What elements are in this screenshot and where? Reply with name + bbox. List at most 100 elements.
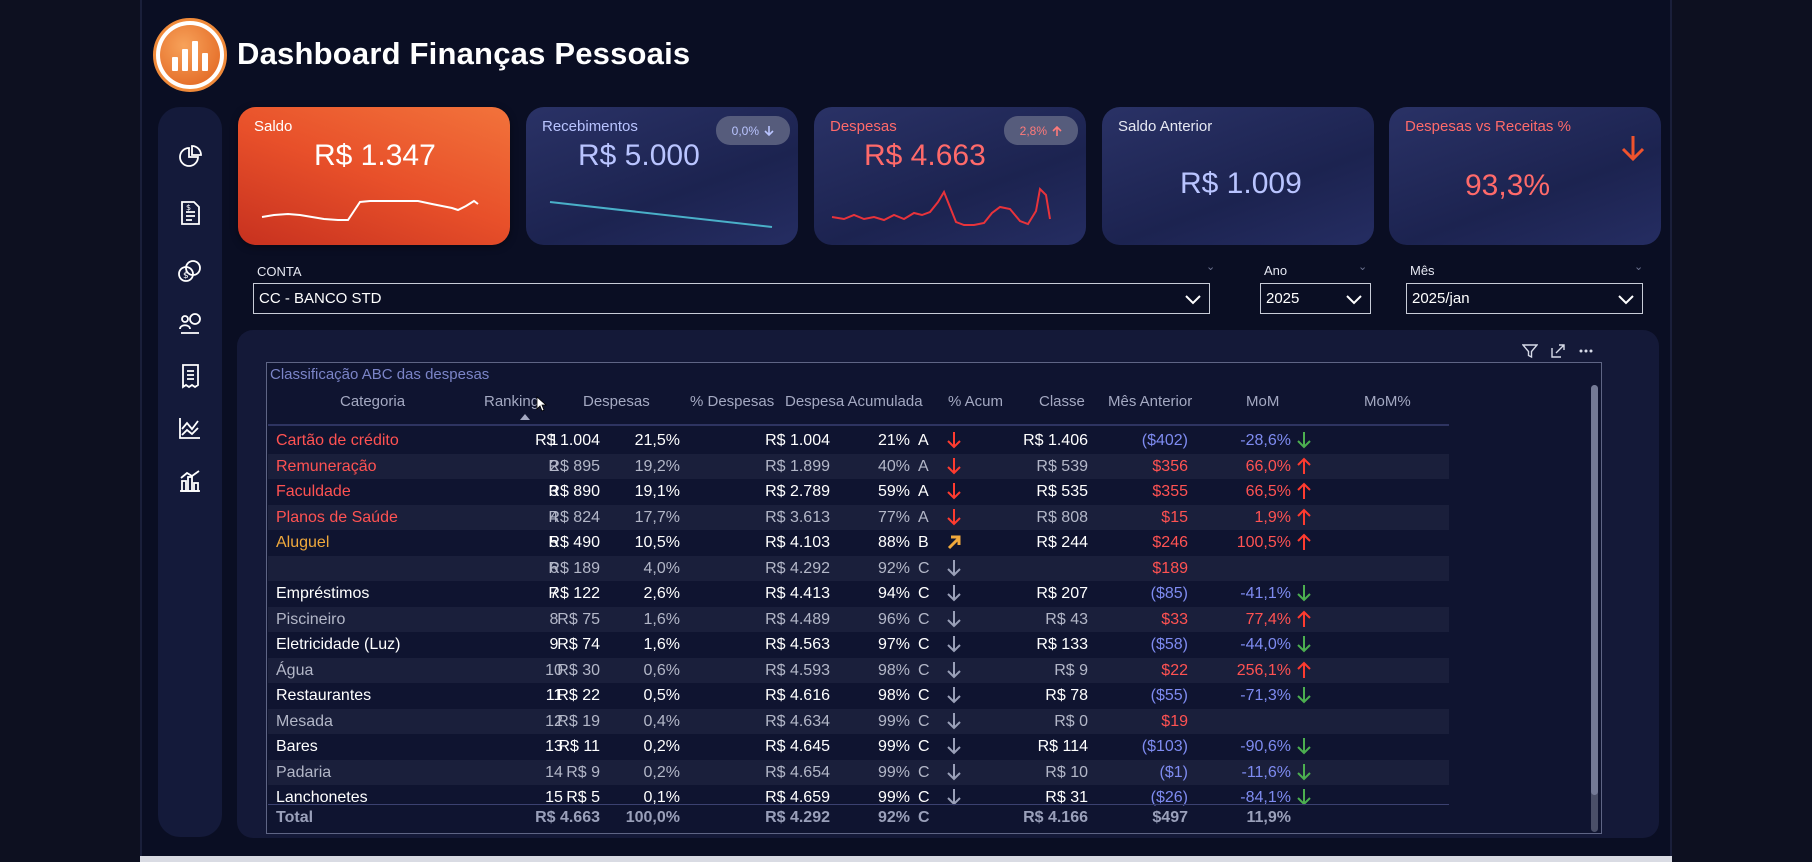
conta-dropdown[interactable]: CC - BANCO STD bbox=[253, 283, 1210, 314]
cell-ranking: 4 bbox=[549, 508, 559, 526]
cell-pct-acum: 99% bbox=[877, 789, 910, 806]
cell-despesas: R$ 22 bbox=[557, 687, 600, 704]
chevron-down-icon[interactable]: ⌄ bbox=[1206, 261, 1216, 273]
mes-dropdown[interactable]: 2025/jan bbox=[1406, 283, 1643, 314]
cell-despesas: R$ 189 bbox=[548, 559, 600, 577]
cell-mes-anterior: R$ 207 bbox=[1036, 585, 1088, 602]
cell-acumulada: R$ 4.654 bbox=[765, 763, 830, 781]
header-pct-acum[interactable]: % Acum bbox=[948, 393, 1004, 410]
table-row[interactable]: 6 R$ 189 4,0% R$ 4.292 92% C $189 bbox=[268, 555, 1449, 581]
people-money-icon[interactable] bbox=[176, 310, 204, 338]
chevron-down-icon[interactable]: ⌄ bbox=[1358, 261, 1368, 273]
pie-chart-icon[interactable] bbox=[176, 143, 204, 171]
focus-mode-icon[interactable] bbox=[1550, 343, 1566, 359]
cell-acumulada: R$ 4.645 bbox=[765, 738, 830, 755]
table-row[interactable]: Água 10 R$ 30 0,6% R$ 4.593 98% C R$ 9 $22 256,1% bbox=[268, 657, 1449, 683]
cell-ranking: 9 bbox=[549, 636, 559, 653]
cell-mom: $33 bbox=[1161, 610, 1188, 628]
cell-acumulada: R$ 4.489 bbox=[765, 610, 830, 628]
cell-mes-anterior: R$ 539 bbox=[1036, 457, 1088, 475]
arrow-down-icon bbox=[947, 610, 961, 627]
scrollbar-thumb[interactable] bbox=[1591, 385, 1598, 795]
arrow-up-icon bbox=[1297, 661, 1311, 678]
table-row[interactable]: Mesada 12 R$ 19 0,4% R$ 4.634 99% C R$ 0 $19 bbox=[268, 708, 1449, 734]
svg-text:$: $ bbox=[183, 271, 189, 281]
cell-pct-despesas: 2,6% bbox=[643, 585, 680, 602]
kpi-label: Recebimentos bbox=[542, 118, 638, 135]
table-row[interactable]: Faculdade 3 R$ 890 19,1% R$ 2.789 59% A R$ 535 $… bbox=[268, 479, 1449, 504]
cell-categoria: Lanchonetes bbox=[276, 789, 368, 806]
arrow-down-icon bbox=[947, 508, 961, 525]
kpi-card-despesas-vs-receitas[interactable]: Despesas vs Receitas % 93,3% bbox=[1389, 107, 1661, 245]
arrow-up-icon bbox=[1052, 125, 1062, 136]
cell-categoria: Faculdade bbox=[276, 483, 351, 500]
cell-pct-acum: 98% bbox=[877, 661, 910, 679]
cell-mom: $356 bbox=[1152, 457, 1188, 475]
kpi-card-saldo-anterior[interactable]: Saldo Anterior R$ 1.009 bbox=[1102, 107, 1374, 245]
cell-despesas: R$ 74 bbox=[557, 636, 600, 653]
invoice-icon[interactable]: $ bbox=[176, 199, 204, 227]
table-row[interactable]: Eletricidade (Luz) 9 R$ 74 1,6% R$ 4.563 97% C… bbox=[268, 632, 1449, 657]
cell-despesas: R$ 895 bbox=[548, 457, 600, 475]
arrow-up-icon bbox=[1297, 508, 1311, 525]
table-row[interactable]: Aluguel 5 R$ 490 10,5% R$ 4.103 88% B R$ 244 $24… bbox=[268, 530, 1449, 555]
header-mom-pct[interactable]: MoM% bbox=[1364, 393, 1411, 410]
cell-pct-acum: 99% bbox=[877, 738, 910, 755]
total-acumulada: R$ 4.292 bbox=[765, 809, 830, 826]
arrow-up-icon bbox=[1297, 482, 1311, 499]
cell-acumulada: R$ 1.899 bbox=[765, 457, 830, 475]
cell-mes-anterior: R$ 114 bbox=[1037, 738, 1088, 755]
receipt-icon[interactable] bbox=[176, 362, 204, 390]
cell-pct-despesas: 19,2% bbox=[634, 457, 680, 475]
filter-icon[interactable] bbox=[1522, 343, 1538, 359]
cell-mes-anterior: R$ 43 bbox=[1045, 610, 1088, 628]
header-pct-despesas[interactable]: % Despesas bbox=[690, 393, 775, 410]
kpi-card-saldo[interactable]: Saldo R$ 1.347 bbox=[238, 107, 510, 245]
cell-ranking: 2 bbox=[549, 457, 559, 475]
cell-acumulada: R$ 4.634 bbox=[765, 712, 830, 730]
more-options-icon[interactable] bbox=[1578, 343, 1594, 359]
table-row[interactable]: Padaria 14 R$ 9 0,2% R$ 4.654 99% C R$ 10 ($1) -1… bbox=[268, 759, 1449, 785]
header-despesas[interactable]: Despesas bbox=[583, 393, 650, 410]
table-row[interactable]: Lanchonetes 15 R$ 5 0,1% R$ 4.659 99% C R$ 31 ($… bbox=[268, 785, 1449, 810]
chart-logo-icon bbox=[160, 25, 220, 85]
header-mes-anterior[interactable]: Mês Anterior bbox=[1108, 393, 1193, 410]
arrow-down-icon bbox=[1297, 432, 1311, 449]
ano-dropdown[interactable]: 2025 bbox=[1260, 283, 1371, 314]
chevron-down-icon[interactable]: ⌄ bbox=[1634, 261, 1644, 273]
header-despesa-acumulada[interactable]: Despesa Acumulada bbox=[785, 393, 923, 410]
total-pct-acum: 92% bbox=[877, 809, 910, 826]
table-row[interactable]: Piscineiro 8 R$ 75 1,6% R$ 4.489 96% C R$ 43 $33… bbox=[268, 606, 1449, 632]
arrow-down-icon bbox=[947, 687, 961, 704]
cell-mom: ($402) bbox=[1141, 432, 1188, 449]
kpi-card-despesas[interactable]: Despesas R$ 4.663 2,8% bbox=[814, 107, 1086, 245]
arrow-down-icon bbox=[947, 432, 961, 449]
table-row[interactable]: Remuneração 2 R$ 895 19,2% R$ 1.899 40% A R$ 53… bbox=[268, 453, 1449, 479]
cell-mom: $22 bbox=[1161, 661, 1188, 679]
cell-classe: C bbox=[918, 636, 930, 653]
coins-icon[interactable]: $ bbox=[176, 257, 204, 285]
header-categoria[interactable]: Categoria bbox=[340, 393, 406, 410]
line-chart-icon[interactable] bbox=[176, 414, 204, 442]
header-mom[interactable]: MoM bbox=[1246, 393, 1280, 410]
cell-classe: B bbox=[918, 534, 929, 551]
cell-acumulada: R$ 4.413 bbox=[765, 585, 830, 602]
side-navigation: $ $ bbox=[158, 107, 222, 837]
cell-despesas: R$ 9 bbox=[566, 763, 600, 781]
cell-pct-despesas: 0,2% bbox=[643, 763, 680, 781]
bar-chart-icon[interactable] bbox=[176, 467, 204, 495]
kpi-value: R$ 1.347 bbox=[314, 139, 436, 172]
cell-acumulada: R$ 4.292 bbox=[765, 559, 830, 577]
table-row[interactable]: Restaurantes 11 R$ 22 0,5% R$ 4.616 98% C R$ 78… bbox=[268, 683, 1449, 708]
table-row[interactable]: Planos de Saúde 4 R$ 824 17,7% R$ 3.613 77% A R… bbox=[268, 504, 1449, 530]
table-row[interactable]: Empréstimos 7 R$ 122 2,6% R$ 4.413 94% C R$ 207… bbox=[268, 581, 1449, 606]
kpi-card-recebimentos[interactable]: Recebimentos R$ 5.000 0,0% bbox=[526, 107, 798, 245]
table-scrollbar[interactable] bbox=[1591, 385, 1598, 832]
cell-mom: $246 bbox=[1152, 534, 1188, 551]
header-ranking[interactable]: Ranking bbox=[484, 393, 540, 410]
header-classe[interactable]: Classe bbox=[1039, 393, 1085, 410]
total-mes-anterior: R$ 4.166 bbox=[1023, 809, 1088, 826]
table-row[interactable]: Cartão de crédito 1 R$ 1.004 21,5% R$ 1.004 2… bbox=[268, 428, 1449, 453]
sort-ascending-icon bbox=[520, 414, 530, 420]
table-row[interactable]: Bares 13 R$ 11 0,2% R$ 4.645 99% C R$ 114 ($103)… bbox=[268, 734, 1449, 759]
